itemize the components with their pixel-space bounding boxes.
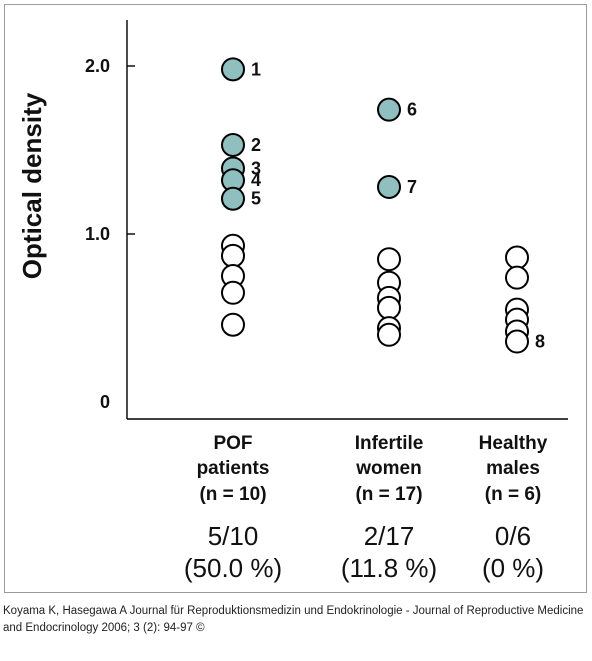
y-axis-label: Optical density xyxy=(17,92,47,279)
group-label-line3: (n = 10) xyxy=(199,484,266,505)
negative-sample-point xyxy=(221,280,245,305)
positive-sample-point xyxy=(377,97,401,122)
point-number-label: 6 xyxy=(407,100,417,120)
group-label-line2: males xyxy=(486,458,540,479)
positive-sample-point xyxy=(221,186,245,211)
positive-percentage: (50.0 %) xyxy=(184,553,282,583)
point-number-label: 2 xyxy=(251,135,261,155)
positive-sample-point xyxy=(221,57,245,82)
group-label-line2: patients xyxy=(197,458,270,479)
positive-sample-point xyxy=(377,174,401,199)
negative-sample-point xyxy=(505,329,529,354)
point-number-label: 4 xyxy=(251,170,261,190)
point-number-label: 7 xyxy=(407,177,417,197)
positive-ratio: 0/6 xyxy=(495,521,531,551)
negative-sample-point xyxy=(377,322,401,347)
group-label-line1: POF xyxy=(213,433,252,454)
point-number-label: 3 xyxy=(251,158,261,178)
point-number-label: 8 xyxy=(535,332,545,352)
group-label-line1: Healthy xyxy=(479,433,548,454)
citation-text: Koyama K, Hasegawa A Journal für Reprodu… xyxy=(3,605,584,634)
figure-frame xyxy=(4,4,587,593)
group-label-line2: women xyxy=(355,458,421,479)
group-label-line3: (n = 17) xyxy=(355,484,422,505)
group-label-line3: (n = 6) xyxy=(485,484,541,505)
y-tick-label: 2.0 xyxy=(85,56,110,76)
point-number-label: 1 xyxy=(251,59,261,79)
negative-sample-point xyxy=(505,265,529,290)
y-ticks: 0 1.0 2.0 xyxy=(85,56,135,412)
point-number-label: 5 xyxy=(251,189,261,209)
positive-ratio: 2/17 xyxy=(364,521,415,551)
negative-sample-point xyxy=(221,243,245,268)
positive-sample-point xyxy=(221,132,245,157)
positive-percentage: (0 %) xyxy=(482,553,544,583)
negative-sample-point xyxy=(221,312,245,337)
negative-sample-point xyxy=(377,295,401,320)
group-labels: POF patients (n = 10) 5/10(50.0 %) Infertile… xyxy=(184,433,548,583)
data-points: 1 2 345 6 7 8 xyxy=(221,57,545,354)
positive-percentage: (11.8 %) xyxy=(341,553,437,583)
axes xyxy=(126,20,568,420)
positive-ratio: 5/10 xyxy=(208,521,259,551)
y-tick-label: 0 xyxy=(100,392,110,412)
dot-plot-chart: 0 1.0 2.0 Optical density 1 2 345 6 7 8 POF pati… xyxy=(17,20,568,583)
y-tick-label: 1.0 xyxy=(85,224,110,244)
negative-sample-point xyxy=(505,245,529,270)
negative-sample-point xyxy=(377,247,401,272)
group-label-line1: Infertile xyxy=(355,433,424,454)
